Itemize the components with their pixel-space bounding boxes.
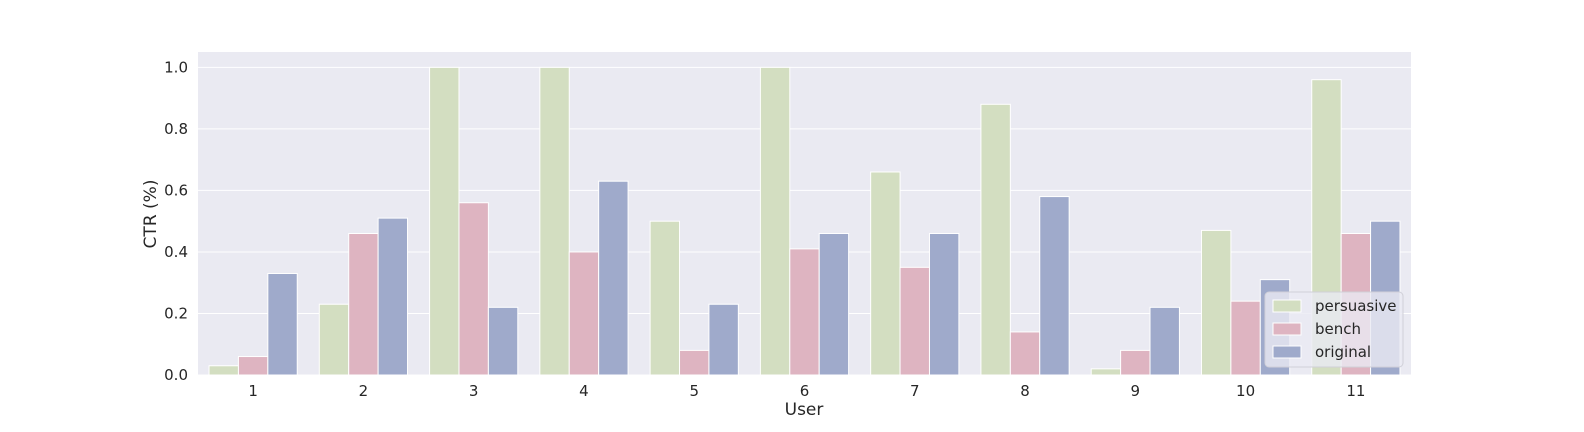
bar-persuasive-user-6 [759,66,791,376]
legend-label-persuasive: persuasive [1315,297,1397,315]
bar-bench-user-9 [1120,349,1151,376]
bar-persuasive-user-10 [1200,229,1232,376]
bar-original-user-1 [267,272,298,376]
bar-bench-user-3 [458,202,489,376]
bar-original-user-4 [598,180,629,376]
legend-swatch-bench [1272,322,1302,336]
bar-original-user-5 [708,303,739,376]
bar-persuasive-user-5 [649,220,681,376]
bar-bench-user-10 [1230,300,1261,376]
bar-persuasive-user-8 [980,103,1011,376]
bar-persuasive-user-7 [870,171,901,376]
x-tick-label: 11 [1346,382,1365,400]
x-tick-labels: 1 2 3 4 5 6 7 8 9 10 11 [248,382,1365,400]
legend-label-original: original [1315,343,1371,361]
x-tick-label: 3 [469,382,479,400]
legend-label-bench: bench [1315,320,1361,338]
x-tick-label: 9 [1131,382,1141,400]
bar-bench-user-1 [237,356,269,376]
x-tick-label: 2 [359,382,369,400]
bar-persuasive-user-1 [208,365,239,376]
bar-original-user-3 [487,306,519,376]
x-tick-label: 7 [910,382,920,400]
y-tick-label: 0.0 [164,366,188,384]
bar-original-user-9 [1149,306,1180,376]
bar-persuasive-user-2 [318,303,350,376]
legend: persuasive bench original [1264,291,1404,368]
bar-persuasive-user-9 [1090,368,1122,376]
bar-original-user-7 [928,232,960,376]
y-tick-label: 1.0 [164,58,188,76]
bar-bench-user-8 [1009,331,1041,376]
y-tick-label: 0.8 [164,120,188,138]
y-tick-label: 0.2 [164,304,188,322]
x-tick-label: 1 [248,382,258,400]
bar-bench-user-6 [789,248,820,376]
bar-persuasive-user-3 [429,66,460,376]
bar-original-user-6 [818,232,850,376]
bar-bench-user-2 [348,232,379,376]
x-tick-label: 4 [579,382,589,400]
legend-swatch-original [1272,345,1302,359]
x-tick-label: 10 [1236,382,1255,400]
legend-swatch-persuasive [1272,299,1302,313]
y-tick-labels: 0.0 0.2 0.4 0.6 0.8 1.0 [164,58,188,384]
bar-bench-user-5 [679,349,710,376]
y-tick-label: 0.4 [164,243,188,261]
bar-bench-user-7 [899,266,930,376]
y-tick-label: 0.6 [164,181,188,199]
x-axis-label: User [785,400,824,420]
x-tick-label: 6 [800,382,810,400]
bar-original-user-2 [377,217,409,376]
y-axis-label: CTR (%) [141,180,161,249]
x-tick-label: 8 [1020,382,1030,400]
bar-bench-user-4 [568,251,600,376]
x-tick-label: 5 [689,382,699,400]
bar-persuasive-user-4 [539,66,570,376]
bar-original-user-8 [1039,196,1070,376]
